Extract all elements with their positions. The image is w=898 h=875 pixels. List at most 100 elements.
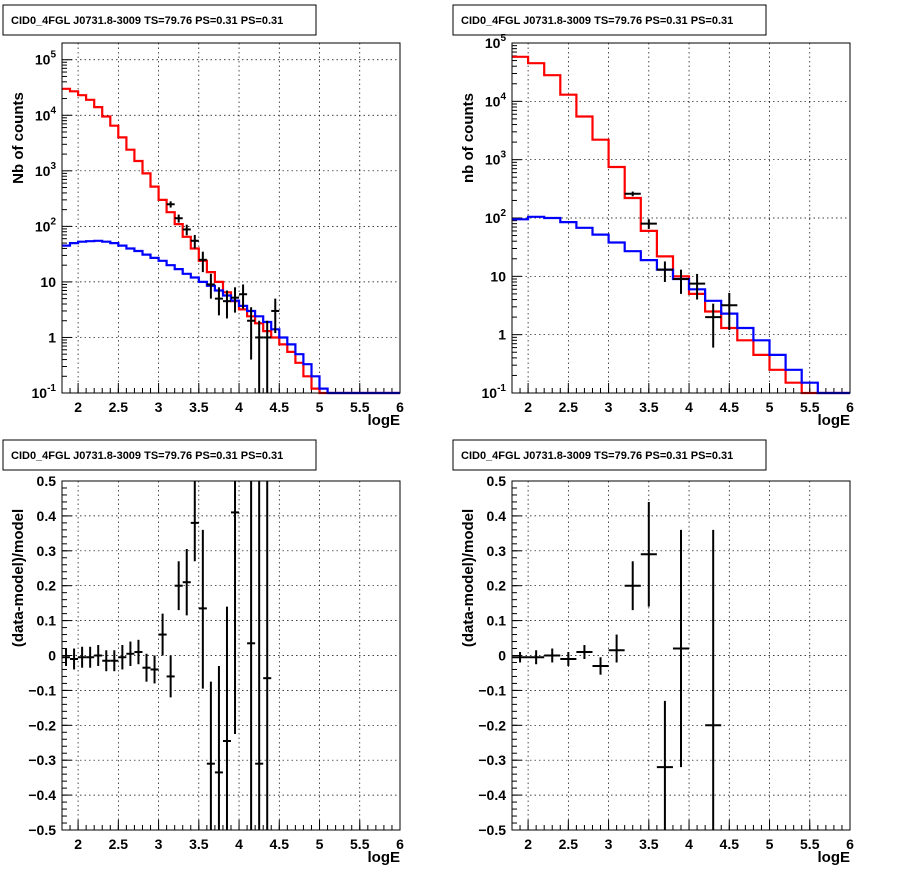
data-point bbox=[110, 650, 119, 672]
x-tick-label: 2.5 bbox=[109, 836, 129, 852]
data-point bbox=[198, 529, 207, 689]
data-point bbox=[118, 645, 127, 670]
data-point bbox=[70, 648, 79, 670]
y-tick-label: −0.2 bbox=[28, 717, 56, 733]
data-point bbox=[126, 641, 135, 666]
data-point bbox=[142, 653, 151, 682]
x-axis-label: logE bbox=[368, 412, 401, 429]
x-tick-label: 4 bbox=[685, 399, 693, 415]
data-point bbox=[214, 287, 223, 316]
y-tick-label: −0.5 bbox=[28, 822, 56, 838]
x-tick-label: 5 bbox=[316, 836, 324, 852]
y-tick-label: 0.5 bbox=[37, 473, 57, 489]
plot-frame bbox=[61, 480, 401, 831]
y-tick-label: 0.2 bbox=[37, 578, 57, 594]
x-tick-label: 5.5 bbox=[350, 836, 370, 852]
x-tick-label: 6 bbox=[396, 399, 404, 415]
data-point bbox=[174, 214, 183, 223]
y-tick-label: −0.4 bbox=[478, 787, 506, 803]
data-point bbox=[255, 320, 264, 393]
plot-area: 2 2.5 3 3.5 4 4.5 5 5.5 6 −0.5 −0.4 −0.3 −0.2 −0.1 0 0.… bbox=[28, 473, 404, 852]
series-line bbox=[62, 87, 400, 395]
title-box bbox=[2, 439, 317, 471]
data-point bbox=[206, 681, 215, 830]
x-axis-label: logE bbox=[368, 849, 401, 866]
y-tick-label: −0.2 bbox=[478, 717, 506, 733]
data-point bbox=[166, 201, 175, 208]
plot-background bbox=[62, 481, 400, 830]
plot-area: 2 2.5 3 3.5 4 4.5 5 5.5 6 10-1 1 10 102 103 104 105 bbox=[32, 42, 404, 415]
data-point bbox=[94, 645, 103, 666]
data-point bbox=[78, 646, 87, 668]
x-tick-label: 2 bbox=[524, 836, 532, 852]
x-tick-label: 5.5 bbox=[350, 399, 370, 415]
y-tick-label: −0.1 bbox=[28, 682, 56, 698]
x-tick-label: 6 bbox=[396, 836, 404, 852]
x-tick-label: 4 bbox=[235, 836, 243, 852]
y-tick-label: 102 bbox=[485, 208, 507, 226]
data-point bbox=[721, 292, 738, 331]
panel-title: CID0_4FGL J0731.8-3009 TS=79.76 PS=0.31 … bbox=[11, 450, 283, 462]
x-tick-label: 5.5 bbox=[800, 399, 820, 415]
x-axis-label: logE bbox=[818, 849, 851, 866]
data-point bbox=[528, 650, 545, 665]
x-tick-label: 6 bbox=[846, 836, 854, 852]
x-tick-label: 3.5 bbox=[639, 399, 659, 415]
data-point bbox=[689, 273, 706, 300]
plot-area: 2 2.5 3 3.5 4 4.5 5 5.5 6 10-1 1 10 102 103 104 105 bbox=[482, 33, 855, 415]
data-point bbox=[158, 613, 167, 656]
x-tick-label: 4.5 bbox=[270, 399, 290, 415]
x-tick-label: 2 bbox=[524, 399, 532, 415]
y-tick-label: 0.3 bbox=[487, 543, 507, 559]
series-line bbox=[512, 55, 850, 395]
series-line bbox=[62, 239, 400, 395]
y-axis-label: (data-model)/model bbox=[10, 509, 27, 647]
x-tick-label: 5 bbox=[766, 399, 774, 415]
x-tick-label: 2.5 bbox=[109, 399, 129, 415]
x-axis-label: logE bbox=[818, 412, 851, 429]
y-tick-label: 1 bbox=[498, 327, 506, 343]
y-tick-label: 105 bbox=[485, 33, 507, 51]
y-tick-label: −0.5 bbox=[478, 822, 506, 838]
y-tick-label: 10-1 bbox=[482, 383, 507, 401]
y-tick-label: 0.1 bbox=[487, 613, 507, 629]
data-point bbox=[86, 646, 95, 668]
data-point bbox=[656, 700, 673, 830]
y-tick-label: 0 bbox=[48, 648, 56, 664]
plot-frame bbox=[511, 42, 851, 394]
data-point bbox=[206, 273, 215, 299]
data-point bbox=[150, 655, 159, 684]
data-point bbox=[624, 561, 641, 611]
panel-bottom-left: CID0_4FGL J0731.8-3009 TS=79.76 PS=0.31 … bbox=[2, 439, 404, 866]
y-tick-label: −0.1 bbox=[478, 682, 506, 698]
panel-title: CID0_4FGL J0731.8-3009 TS=79.76 PS=0.31 … bbox=[461, 450, 733, 462]
y-tick-label: −0.3 bbox=[478, 752, 506, 768]
x-tick-label: 5 bbox=[316, 399, 324, 415]
data-point bbox=[672, 269, 690, 294]
data-point bbox=[656, 261, 673, 282]
y-tick-label: 0.4 bbox=[487, 508, 507, 524]
plot-frame bbox=[511, 480, 851, 831]
panel-title: CID0_4FGL J0731.8-3009 TS=79.76 PS=0.31 … bbox=[461, 15, 733, 27]
x-tick-label: 2 bbox=[74, 836, 82, 852]
data-point bbox=[705, 529, 722, 830]
data-point bbox=[198, 251, 207, 273]
data-point bbox=[271, 298, 280, 334]
panel-top-right: CID0_4FGL J0731.8-3009 TS=79.76 PS=0.31 … bbox=[452, 4, 855, 429]
data-point bbox=[222, 290, 231, 319]
x-tick-label: 4.5 bbox=[270, 836, 290, 852]
data-point bbox=[190, 234, 199, 249]
plot-area: 2 2.5 3 3.5 4 4.5 5 5.5 6 −0.5 −0.4 −0.3 −0.2 −0.1 0 0.… bbox=[478, 473, 854, 852]
title-box bbox=[452, 4, 767, 36]
data-point bbox=[231, 287, 240, 313]
panel-title: CID0_4FGL J0731.8-3009 TS=79.76 PS=0.31 … bbox=[11, 15, 283, 27]
data-point bbox=[576, 645, 593, 659]
data-point bbox=[166, 655, 175, 698]
x-tick-label: 3.5 bbox=[189, 399, 209, 415]
y-tick-label: 0 bbox=[498, 648, 506, 664]
plot-frame bbox=[61, 42, 401, 394]
data-point bbox=[640, 501, 657, 607]
data-point bbox=[174, 561, 183, 611]
y-tick-label: 0.4 bbox=[37, 508, 57, 524]
